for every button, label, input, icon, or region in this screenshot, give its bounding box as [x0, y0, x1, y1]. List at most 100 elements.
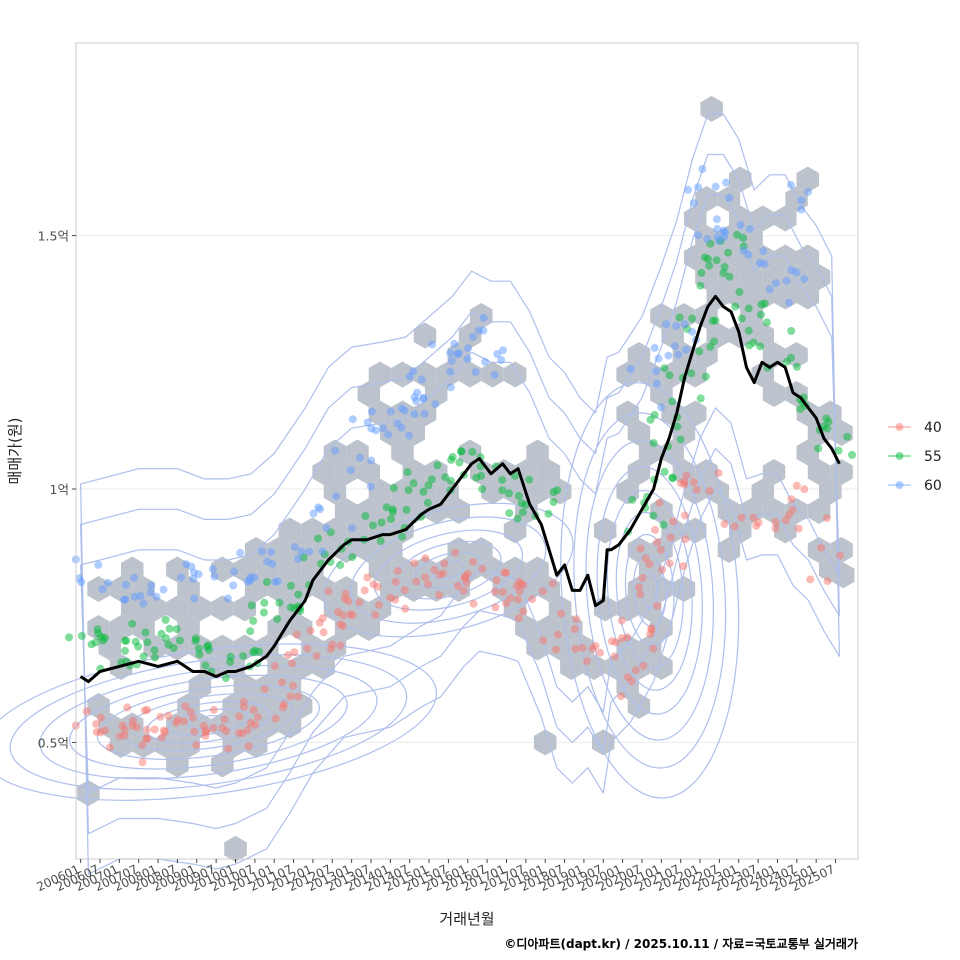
scatter-point [785, 298, 793, 307]
hexbin-cell [762, 381, 786, 407]
scatter-point [451, 548, 460, 557]
scatter-point [498, 486, 507, 495]
scatter-point [420, 409, 429, 418]
scatter-point [823, 577, 832, 586]
hexbin-cell [368, 400, 392, 427]
hexbin-cell [166, 751, 189, 778]
scatter-point [528, 595, 537, 604]
scatter-point [591, 642, 600, 650]
scatter-point [104, 578, 112, 587]
scatter-point [314, 534, 322, 543]
scatter-point [131, 637, 140, 646]
hexbin-cell [458, 361, 482, 388]
scatter-point [151, 653, 159, 662]
scatter-point [538, 587, 547, 596]
scatter-point [468, 333, 477, 341]
scatter-point [120, 636, 129, 645]
scatter-point [682, 471, 691, 480]
scatter-point [391, 577, 400, 586]
hexbin-cell [672, 303, 696, 329]
scatter-point [701, 372, 710, 381]
scatter-point [797, 196, 806, 205]
scatter-point [834, 446, 843, 455]
density-contour [615, 511, 684, 669]
hexbin-cell [627, 693, 651, 719]
scatter-point [787, 353, 795, 362]
density-contour [96, 684, 321, 760]
density-contour [606, 489, 693, 691]
trend-line-group [79, 294, 841, 684]
scatter-point [379, 424, 388, 433]
hexbin-cell [278, 556, 302, 583]
scatter-point [680, 511, 689, 520]
hexbin-cell [177, 615, 200, 641]
scatter-point [290, 543, 299, 552]
scatter-point [657, 403, 666, 412]
hexbin-cell [413, 556, 437, 583]
scatter-point [786, 180, 795, 189]
scatter-point [190, 594, 199, 603]
hexbin-cell [244, 693, 268, 719]
trend-line [79, 294, 841, 684]
scatter-point [284, 651, 292, 660]
hexbin-cell [143, 595, 167, 622]
scatter-point [209, 705, 218, 714]
scatter-point [143, 725, 151, 734]
scatter-point [478, 485, 487, 494]
scatter-point [517, 580, 526, 589]
hexbin-cell [391, 361, 414, 388]
scatter-point [731, 302, 740, 311]
scatter-point [413, 388, 422, 397]
hexbin-cell [560, 654, 583, 680]
hexbin-cell [796, 439, 819, 466]
scatter-point [739, 233, 748, 242]
density-contour [350, 516, 547, 624]
scatter-point [525, 475, 534, 484]
scatter-point [427, 475, 436, 484]
credit-caption: ©디아파트(dapt.kr) / 2025.10.11 / 자료=국토교통부 실… [504, 936, 858, 951]
scatter-point [286, 581, 295, 590]
scatter-point [491, 603, 500, 612]
scatter-point [457, 447, 465, 456]
scatter-point [410, 559, 419, 568]
scatter-point [626, 364, 635, 373]
scatter-point [635, 583, 643, 592]
scatter-point [675, 313, 684, 322]
scatter-point [692, 485, 701, 494]
scatter-point [446, 383, 455, 392]
scatter-point [270, 662, 279, 671]
scatter-point [157, 733, 166, 742]
hexbin-cell [121, 556, 144, 583]
scatter-point [518, 508, 527, 517]
scatter-point [297, 547, 306, 556]
scatter-point [695, 347, 704, 356]
scatter-point [319, 628, 328, 637]
scatter-point [697, 268, 706, 277]
scatter-point [294, 692, 303, 701]
scatter-point [689, 199, 698, 208]
scatter-point [578, 643, 587, 652]
hexbin-cell [447, 537, 470, 563]
scatter-point [493, 350, 502, 358]
scatter-point [694, 183, 703, 192]
hexbin-cell [323, 517, 347, 544]
scatter-point [92, 727, 101, 736]
scatter-point [638, 574, 647, 582]
scatter-point [464, 344, 473, 353]
scatter-point [745, 224, 754, 233]
scatter-point [514, 491, 523, 500]
scatter-point [794, 524, 803, 533]
scatter-point [435, 570, 444, 579]
legend-label: 55 [924, 449, 942, 465]
hexbin-cell [267, 537, 290, 563]
scatter-point [384, 430, 393, 439]
scatter-point [787, 495, 796, 504]
y-tick-label: 1.5억 [38, 229, 69, 244]
scatter-point [447, 356, 456, 365]
scatter-point [479, 326, 488, 335]
scatter-point [150, 725, 159, 734]
hexbin-cell [368, 361, 392, 388]
hexbin-cell [402, 420, 425, 446]
scatter-point [249, 705, 258, 714]
scatter-point [165, 624, 174, 633]
